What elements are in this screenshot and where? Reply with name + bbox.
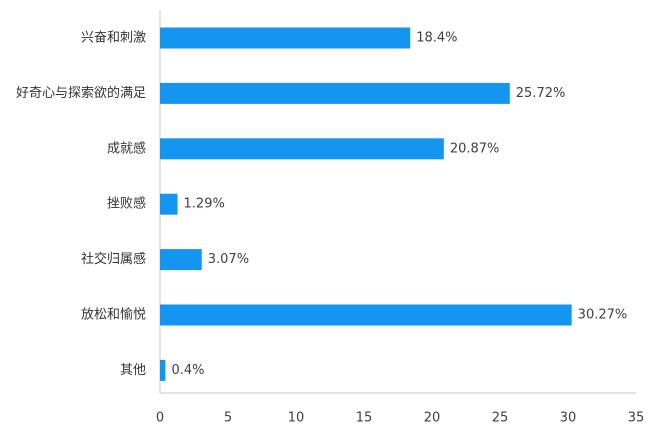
x-tick-label: 0 xyxy=(156,411,164,426)
x-tick-label: 20 xyxy=(424,411,441,426)
bar xyxy=(160,82,510,104)
value-label: 0.4% xyxy=(171,363,204,378)
bar xyxy=(160,138,444,160)
value-label: 25.72% xyxy=(516,86,566,101)
category-label: 好奇心与探索欲的满足 xyxy=(16,85,146,101)
category-label: 挫败感 xyxy=(107,196,146,212)
x-tick-label: 25 xyxy=(492,411,509,426)
value-label: 20.87% xyxy=(450,141,500,156)
bar xyxy=(160,27,411,49)
ticks-layer: 0 5 10 15 20 25 30 35 xyxy=(156,411,644,426)
value-label: 1.29% xyxy=(184,197,225,212)
labels-layer: 兴奋和刺激 18.4% 好奇心与探索欲的满足 25.72% 成就感 20.87% 挫败感 1.… xyxy=(16,31,627,378)
bar xyxy=(160,249,202,271)
bar xyxy=(160,193,178,215)
x-tick-label: 30 xyxy=(560,411,577,426)
value-label: 3.07% xyxy=(208,252,249,267)
category-label: 其他 xyxy=(120,363,146,378)
value-label: 30.27% xyxy=(578,308,628,323)
x-tick-label: 10 xyxy=(288,411,305,426)
category-label: 放松和愉悦 xyxy=(81,307,146,323)
x-tick-label: 5 xyxy=(224,411,232,426)
value-label: 18.4% xyxy=(416,31,457,46)
bar xyxy=(160,304,572,326)
x-tick-label: 35 xyxy=(628,411,645,426)
bars-layer xyxy=(160,27,572,381)
x-tick-label: 15 xyxy=(356,411,373,426)
category-label: 成就感 xyxy=(107,140,146,156)
category-label: 社交归属感 xyxy=(81,251,146,267)
category-label: 兴奋和刺激 xyxy=(81,31,146,46)
bar xyxy=(160,359,166,381)
